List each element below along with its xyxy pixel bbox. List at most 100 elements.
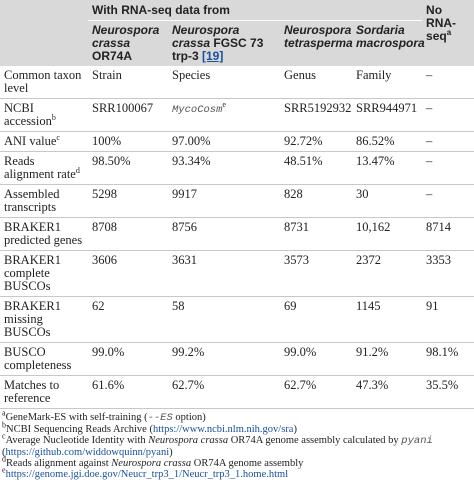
table-body: Common taxon level Strain Species Genus Fami… [0, 66, 474, 409]
table-row: BRAKER1 predicted genes 8708 8756 8731 10,16… [0, 218, 474, 251]
table-cell: 91 [426, 299, 439, 313]
footnote-text: OR74A genome assembly calculated by [228, 435, 402, 446]
table-cell: 97.00% [172, 134, 211, 148]
footnote-text: Neurospora crassa [111, 458, 192, 469]
footnote-text: Neurospora crassa [148, 435, 229, 446]
table-cell: – [426, 101, 433, 115]
table-row: Assembled transcripts 5298 9917 828 30 – [0, 185, 474, 218]
header-cell [0, 0, 88, 21]
label-text: Common taxon level [4, 68, 82, 95]
header-cell: No RNA-seqa [422, 0, 474, 66]
table-header: With RNA-seq data from No RNA-seqa Neurosp… [0, 0, 474, 66]
strain-name: OR74A [92, 49, 133, 63]
table-cell: 9917 [172, 187, 197, 201]
table-cell: 3631 [172, 253, 197, 267]
label-text: BRAKER1 complete BUSCOs [4, 253, 61, 293]
footnote-text: --ES [147, 412, 173, 424]
species-name: Neurospora crassa [172, 23, 240, 50]
table-row: Reads alignment rated 98.50% 93.34% 48.51% 1… [0, 152, 474, 185]
footnote-text: https://www.ncbi.nlm.nih.gov/sra [152, 424, 294, 435]
row-label: Assembled transcripts [0, 185, 88, 218]
table-cell: 62.7% [284, 378, 317, 392]
table-cell: 99.2% [172, 345, 205, 359]
footnote-mark: c [56, 132, 60, 142]
table-cell: 8756 [172, 220, 197, 234]
table-cell: 86.52% [356, 134, 395, 148]
row-label: BUSCO completeness [0, 343, 88, 376]
table-cell: – [426, 134, 433, 148]
row-label: BRAKER1 missing BUSCOs [0, 297, 88, 343]
table-cell: 2372 [356, 253, 381, 267]
footnote-text: NCBI Sequencing Reads Archive ( [6, 424, 153, 435]
table-row: ANI valuec 100% 97.00% 92.72% 86.52% – [0, 132, 474, 152]
cell-text: MycoCosm [172, 104, 223, 116]
label-text: Assembled transcripts [4, 187, 60, 214]
species-name: Neurospora crassa [92, 23, 160, 50]
footnote-mark: c [2, 431, 6, 441]
strain-name: FGSC 73 trp-3 [172, 36, 264, 63]
table-cell: 3573 [284, 253, 309, 267]
table-cell: 8731 [284, 220, 309, 234]
label-text: Reads alignment rate [4, 154, 76, 181]
column-header: Neurospora crassa FGSC 73 trp-3 [19] [168, 20, 280, 66]
header-text: No RNA-seq [426, 3, 457, 43]
table-cell: 10,162 [356, 220, 391, 234]
footnote-text: ) [169, 447, 173, 458]
table-row: BRAKER1 complete BUSCOs 3606 3631 3573 2372 3… [0, 251, 474, 297]
citation: [19] [202, 49, 224, 63]
footnote-mark: d [75, 165, 80, 175]
footnote-mark: a [2, 408, 6, 418]
table-cell: 69 [284, 299, 297, 313]
table-cell: 5298 [92, 187, 117, 201]
table-cell: 93.34% [172, 154, 211, 168]
table-cell: 58 [172, 299, 185, 313]
table-cell: 8714 [426, 220, 452, 234]
footnote-text: OR74A genome assembly [191, 458, 304, 469]
footnote-text: Average Nucleotide Identity with [5, 435, 149, 446]
table-row: Common taxon level Strain Species Genus Fami… [0, 66, 474, 99]
footnote-text: pyani [401, 435, 433, 447]
table-cell: 13.47% [356, 154, 395, 168]
table-cell: MycoCosme [168, 99, 280, 132]
table-cell: Genus [284, 68, 316, 82]
table-cell: 1145 [356, 299, 381, 313]
footnote-mark: e [222, 99, 226, 109]
label-text: Matches to reference [4, 378, 60, 405]
column-header: Neurospora crassa OR74A [88, 20, 168, 66]
label-text: ANI value [4, 134, 57, 148]
row-label: Common taxon level [0, 66, 88, 99]
footnote-text: Reads alignment against [6, 458, 112, 469]
column-header: Sordaria macrospora [352, 20, 425, 66]
row-label: BRAKER1 complete BUSCOs [0, 251, 88, 297]
label-text: BRAKER1 missing BUSCOs [4, 299, 61, 339]
footnote: aGeneMark-ES with self-training (--ES op… [2, 408, 472, 424]
row-label: BRAKER1 predicted genes [0, 218, 88, 251]
column-header: Neurospora tetrasperma [280, 20, 353, 66]
footnote-text: https://github.com/widdowquinn/pyani [5, 447, 170, 458]
footnote-text: ) [293, 424, 297, 435]
label-text: BRAKER1 predicted genes [4, 220, 83, 247]
header-row: Neurospora crassa OR74A Neurospora crassa… [0, 20, 474, 66]
table-cell: 828 [284, 187, 303, 201]
species-name: Sordaria macrospora [356, 23, 425, 50]
footnote-mark: b [51, 112, 56, 122]
table-cell: 100% [92, 134, 122, 148]
table-cell: 30 [356, 187, 369, 201]
footnote-text: option) [172, 412, 206, 423]
header-cell [0, 20, 88, 66]
table-cell: 48.51% [284, 154, 323, 168]
table-cell: 61.6% [92, 378, 125, 392]
species-name: Neurospora tetrasperma [284, 23, 353, 50]
row-label: Reads alignment rated [0, 152, 88, 185]
footnote-mark: b [2, 420, 6, 430]
table-cell: Strain [92, 68, 122, 82]
table-cell: 98.50% [92, 154, 131, 168]
table-cell: SRR944971 [356, 101, 418, 115]
table-cell: 99.0% [92, 345, 125, 359]
row-label: NCBI accessionb [0, 99, 88, 132]
table-cell: SRR100067 [92, 101, 154, 115]
group-header: With RNA-seq data from [88, 0, 423, 21]
label-text: BUSCO completeness [4, 345, 72, 372]
footnote-mark: e [2, 465, 6, 475]
